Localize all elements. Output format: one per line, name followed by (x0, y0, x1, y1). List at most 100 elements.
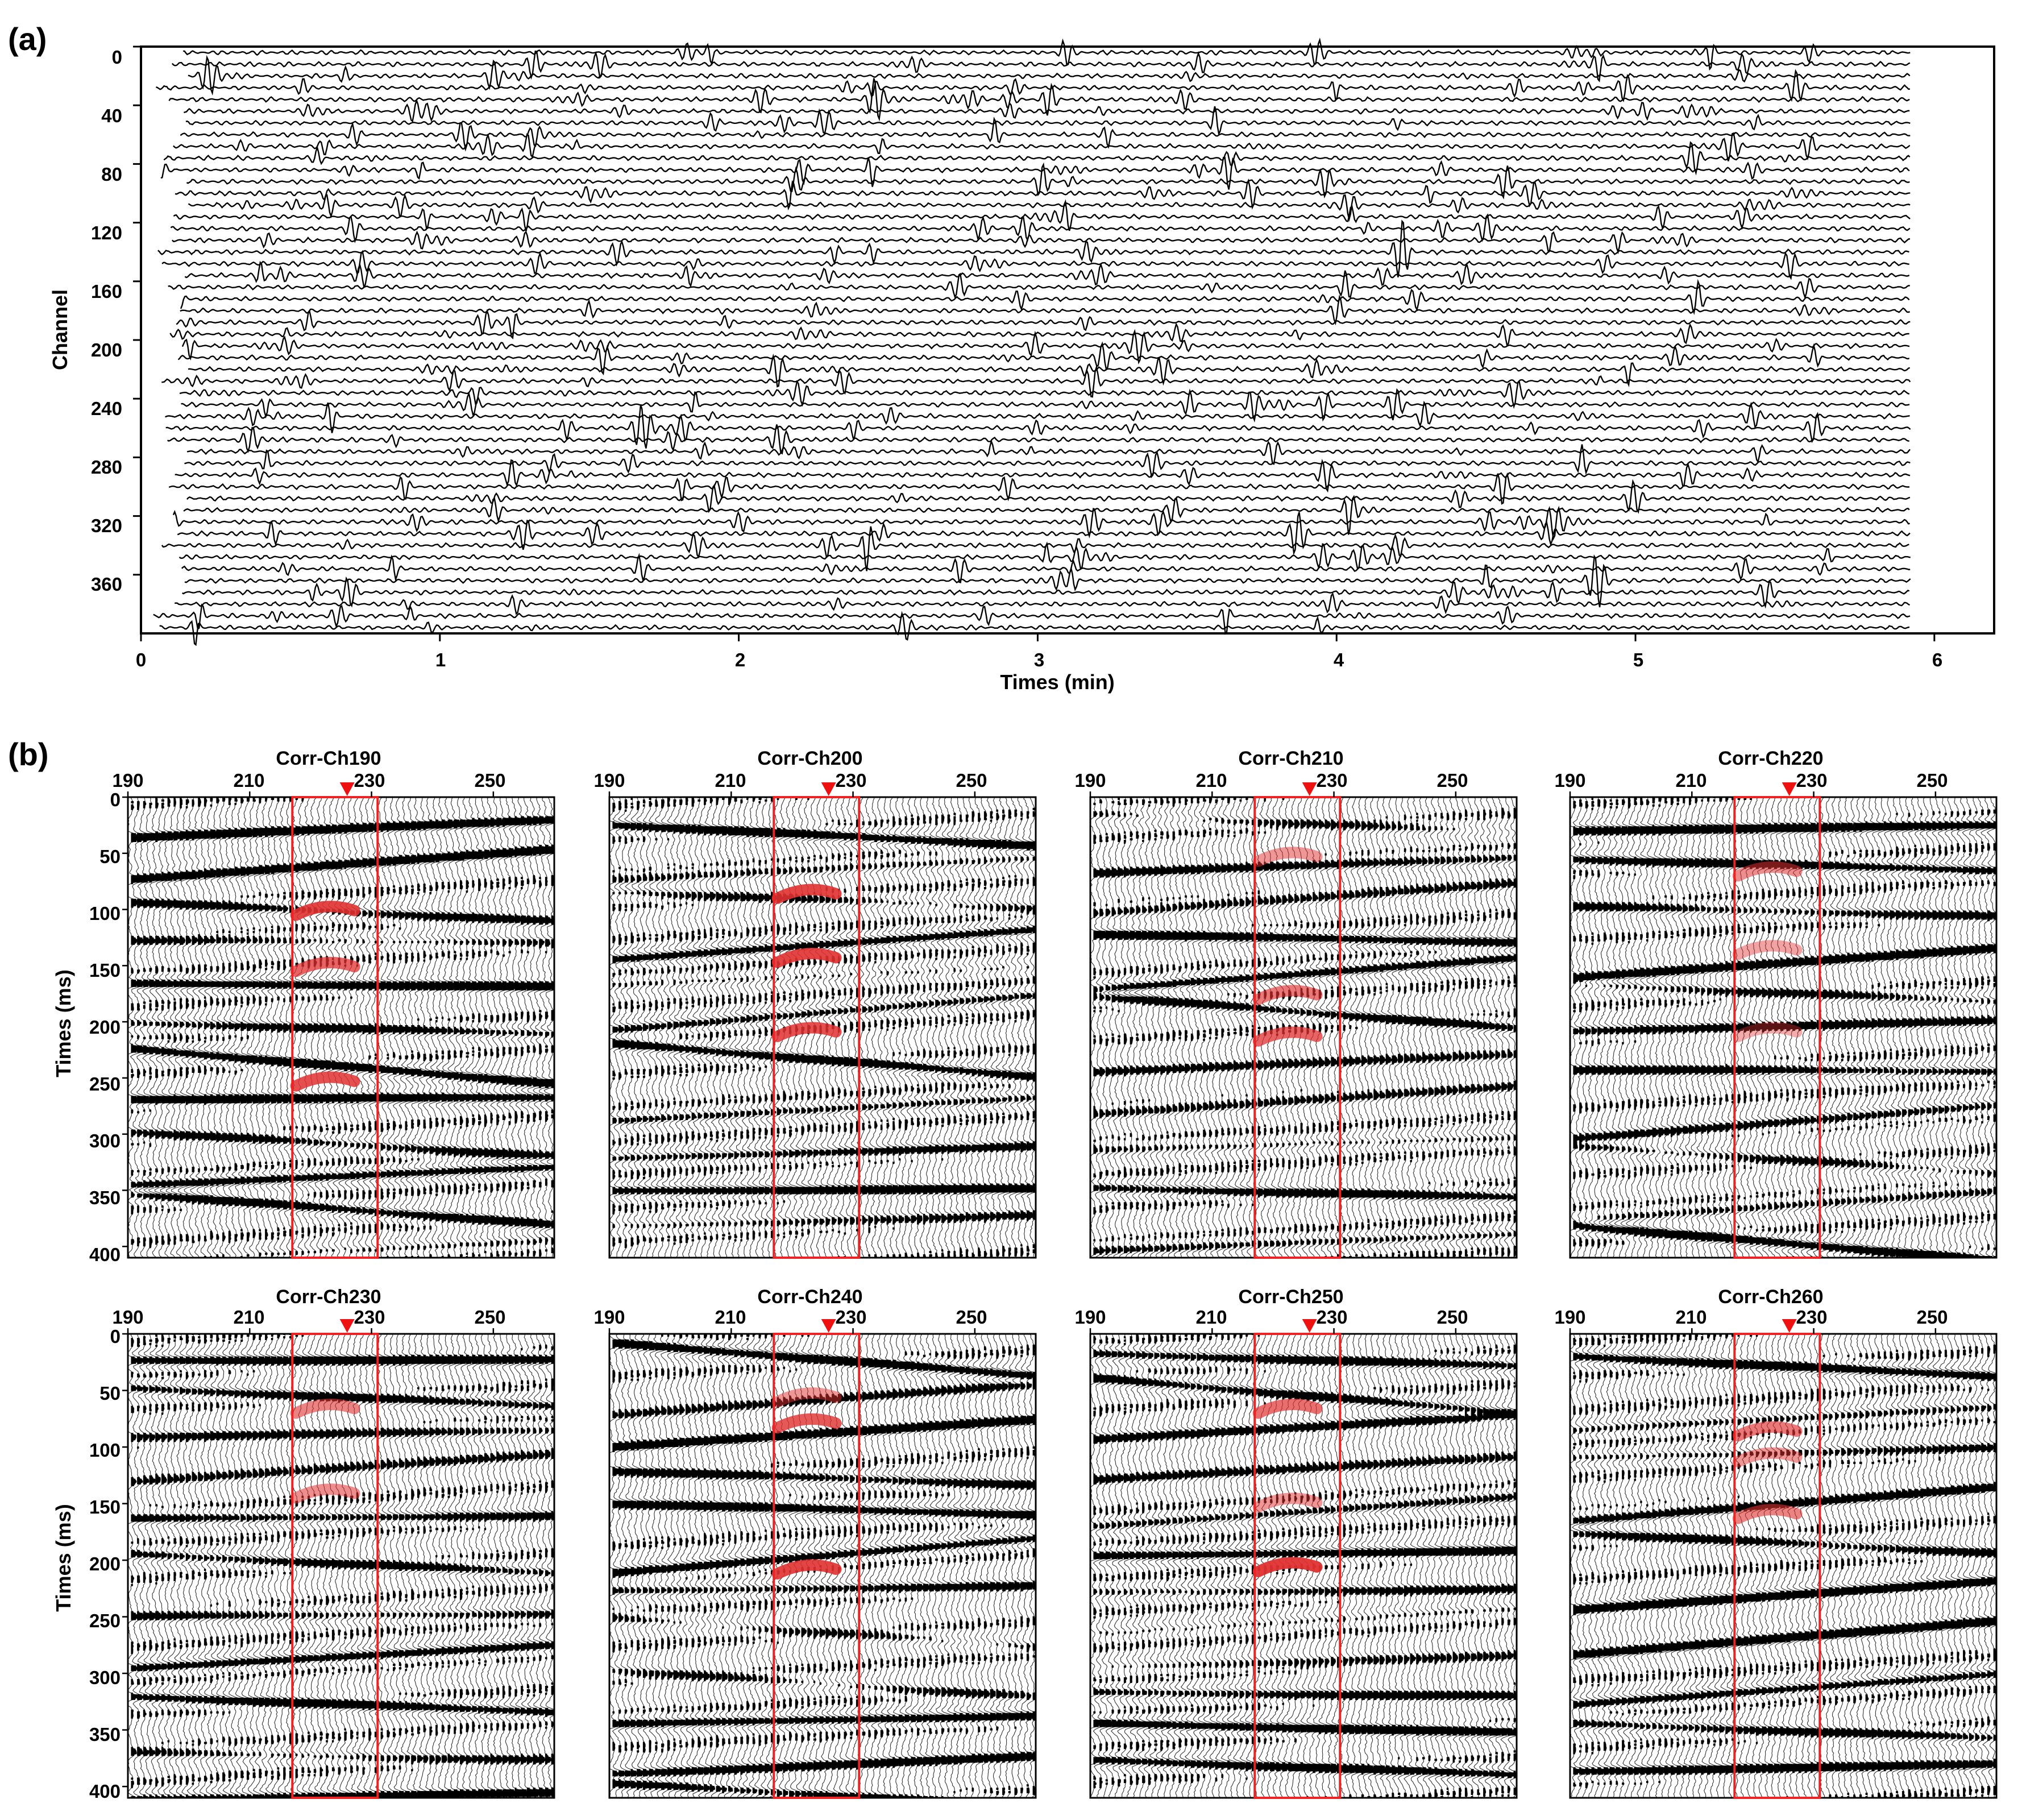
correlation-trace (978, 1334, 995, 1797)
highlighted-event (296, 963, 355, 971)
subplot-x-tick-label: 210 (715, 770, 746, 791)
correlation-trace-fill (1743, 1334, 1755, 1772)
gather-traces (1566, 1334, 2007, 1797)
subplot-y-tick-label: 250 (89, 1073, 121, 1095)
correlation-trace (1962, 797, 1979, 1257)
subplot-x-tick-label: 250 (956, 770, 987, 791)
subplot-body (1566, 1319, 2007, 1798)
highlighted-event (296, 1077, 355, 1086)
subplot-x-tick-label: 190 (593, 1307, 625, 1328)
seismic-trace (175, 594, 1909, 614)
subplot-x-tick-label: 210 (1195, 1307, 1227, 1328)
subplot-y-tick-label: 350 (89, 1724, 121, 1745)
subplot-y-tick-label: 50 (99, 1383, 121, 1404)
correlation-trace-fill (1646, 1334, 1658, 1782)
correlation-trace-fill (253, 1334, 263, 1797)
panel-a-y-tick-label: 40 (101, 105, 122, 126)
panel-a-traces (153, 40, 1911, 645)
highlighted-event (1738, 1427, 1797, 1436)
correlation-trace (1787, 1334, 1805, 1797)
highlighted-event (778, 1028, 836, 1037)
correlation-trace (1793, 1334, 1811, 1797)
correlation-trace (144, 1334, 157, 1797)
subplot-x-tick-label: 190 (1554, 770, 1585, 791)
correlation-trace (1952, 797, 1970, 1257)
correlation-trace (1970, 797, 1986, 1257)
correlation-trace (1111, 1334, 1128, 1797)
correlation-trace (899, 1334, 916, 1797)
correlation-trace (1616, 1334, 1634, 1797)
correlation-trace (1957, 797, 1974, 1257)
subplot-body (122, 1319, 562, 1798)
subplot-y-tick-label: 100 (89, 1440, 121, 1461)
correlation-trace-fill (1653, 1336, 1665, 1773)
seismic-trace (187, 482, 1910, 512)
subplot-x-tick-label: 210 (233, 770, 264, 791)
seismic-trace (184, 101, 1909, 121)
correlation-trace-fill (948, 1353, 958, 1764)
correlation-trace-fill (1713, 1334, 1725, 1773)
highlighted-event (296, 1489, 355, 1498)
seismic-trace (180, 297, 1910, 323)
highlighted-event (1259, 990, 1317, 999)
subplot-title: Corr-Ch230 (276, 1286, 381, 1308)
subplot-x-tick-label: 210 (1675, 770, 1707, 791)
panel-a-x-tick-label: 3 (1034, 649, 1044, 670)
subplot-x-tick-label: 250 (474, 770, 505, 791)
correlation-trace (1963, 1334, 1982, 1797)
seismic-trace (162, 251, 1909, 278)
subplot-corr-ch200: Corr-Ch200 190 210 230 250 (593, 748, 1045, 1258)
correlation-trace (1932, 797, 1952, 1257)
correlation-trace-fill (625, 801, 636, 1247)
panel-b-label: (b) (8, 736, 49, 772)
correlation-trace (241, 1334, 258, 1797)
subplot-corr-ch230: Corr-Ch230 190 210 230 250 0 50 100 150 … (89, 1286, 562, 1802)
subplot-y-tick-label: 150 (89, 960, 121, 981)
correlation-trace-fill (1573, 1339, 1585, 1785)
subplot-x-tick-label: 210 (1195, 770, 1227, 791)
correlation-trace (1375, 797, 1389, 1257)
correlation-trace-fill (472, 1356, 484, 1797)
subplot-x-tick-label: 250 (474, 1307, 505, 1328)
panel-b: (b) Times (ms) Times (ms) Corr-Ch190 190… (8, 736, 2007, 1802)
correlation-trace-fill (984, 1348, 995, 1792)
seismic-trace (184, 497, 1909, 535)
channel-marker-icon (340, 1319, 355, 1333)
highlighted-event (778, 1565, 836, 1574)
subplot-x-tick-label: 250 (1436, 1307, 1468, 1328)
correlation-trace-fill (496, 1356, 507, 1797)
correlation-trace (1945, 797, 1963, 1257)
panel-a-x-tick-label: 2 (735, 649, 745, 670)
correlation-trace-fill (320, 1358, 332, 1797)
correlation-trace (1597, 1334, 1616, 1797)
panel-a-y-tick-label: 360 (91, 574, 122, 595)
subplot-x-tick-label: 230 (1316, 1307, 1347, 1328)
correlation-trace (1939, 1334, 1957, 1797)
correlation-trace-fill (1604, 801, 1616, 1245)
seismic-trace (158, 221, 1909, 277)
correlation-trace (1878, 1334, 1896, 1797)
correlation-trace-fill (953, 1351, 964, 1792)
correlation-trace (1585, 1334, 1604, 1797)
seismic-trace (181, 281, 1909, 312)
highlighted-event (778, 890, 836, 898)
correlation-trace-fill (966, 1351, 977, 1789)
subplot-title: Corr-Ch210 (1238, 748, 1343, 769)
correlation-trace (150, 1334, 163, 1797)
seismic-trace (180, 544, 1911, 569)
panel-a-y-tick-label: 200 (91, 339, 122, 360)
subplot-body (607, 1319, 1044, 1798)
subplot-x-tick-label: 210 (1675, 1307, 1707, 1328)
seismic-trace (166, 405, 1911, 448)
correlation-trace (132, 1334, 146, 1797)
correlation-trace-fill (1447, 814, 1456, 1257)
correlation-trace (1573, 797, 1591, 1257)
seismic-trace (185, 445, 1911, 477)
correlation-trace (997, 1334, 1013, 1797)
correlation-trace (1823, 1334, 1841, 1797)
correlation-trace (1975, 1334, 1994, 1797)
seismic-trace (172, 232, 1910, 252)
correlation-trace-fill (338, 1358, 351, 1797)
correlation-trace (838, 1334, 857, 1797)
subplot-x-tick-label: 250 (1916, 1307, 1948, 1328)
